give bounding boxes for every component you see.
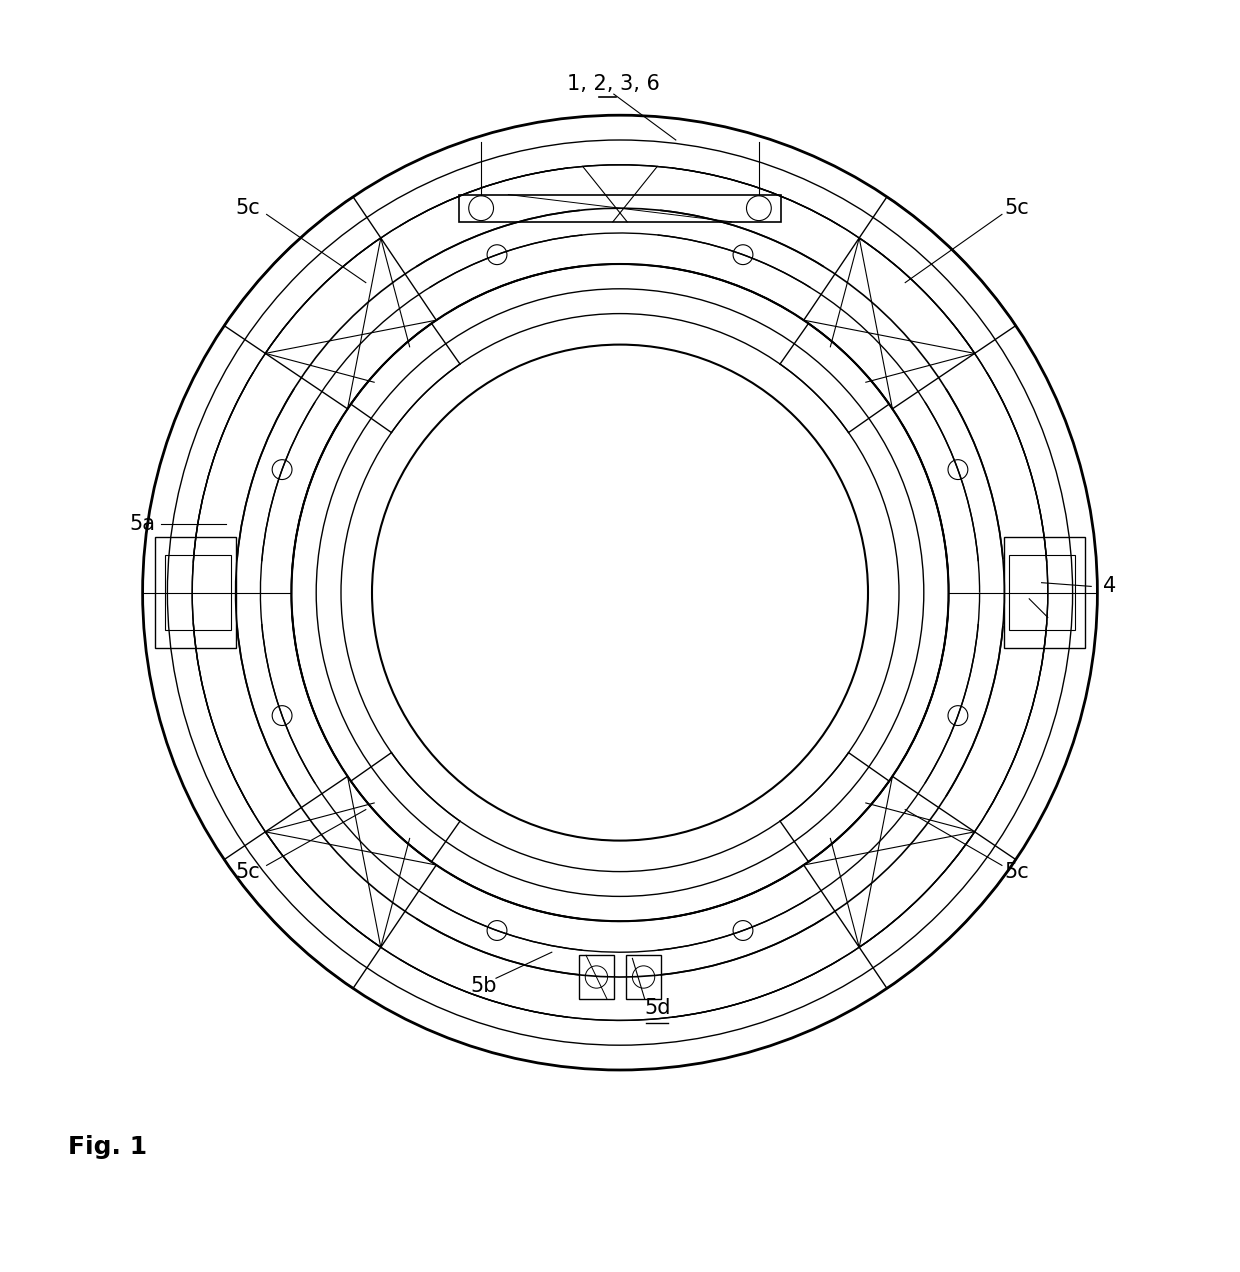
Text: Fig. 1: Fig. 1	[68, 1135, 148, 1159]
Text: 5c: 5c	[1004, 861, 1029, 881]
Bar	[459, 195, 781, 221]
Text: 5c: 5c	[236, 198, 260, 219]
Bar	[155, 537, 236, 649]
Text: 5c: 5c	[1004, 198, 1029, 219]
Bar	[579, 955, 614, 999]
Text: 4: 4	[1104, 576, 1116, 597]
Bar	[165, 556, 231, 630]
Text: 5a: 5a	[130, 514, 155, 534]
Text: 1, 2, 3, 6: 1, 2, 3, 6	[568, 74, 660, 94]
Text: 5c: 5c	[236, 861, 260, 881]
Bar	[1009, 556, 1075, 630]
Bar	[626, 955, 661, 999]
Text: 5d: 5d	[644, 999, 671, 1018]
Bar	[1004, 537, 1085, 649]
Text: 5b: 5b	[470, 976, 497, 996]
